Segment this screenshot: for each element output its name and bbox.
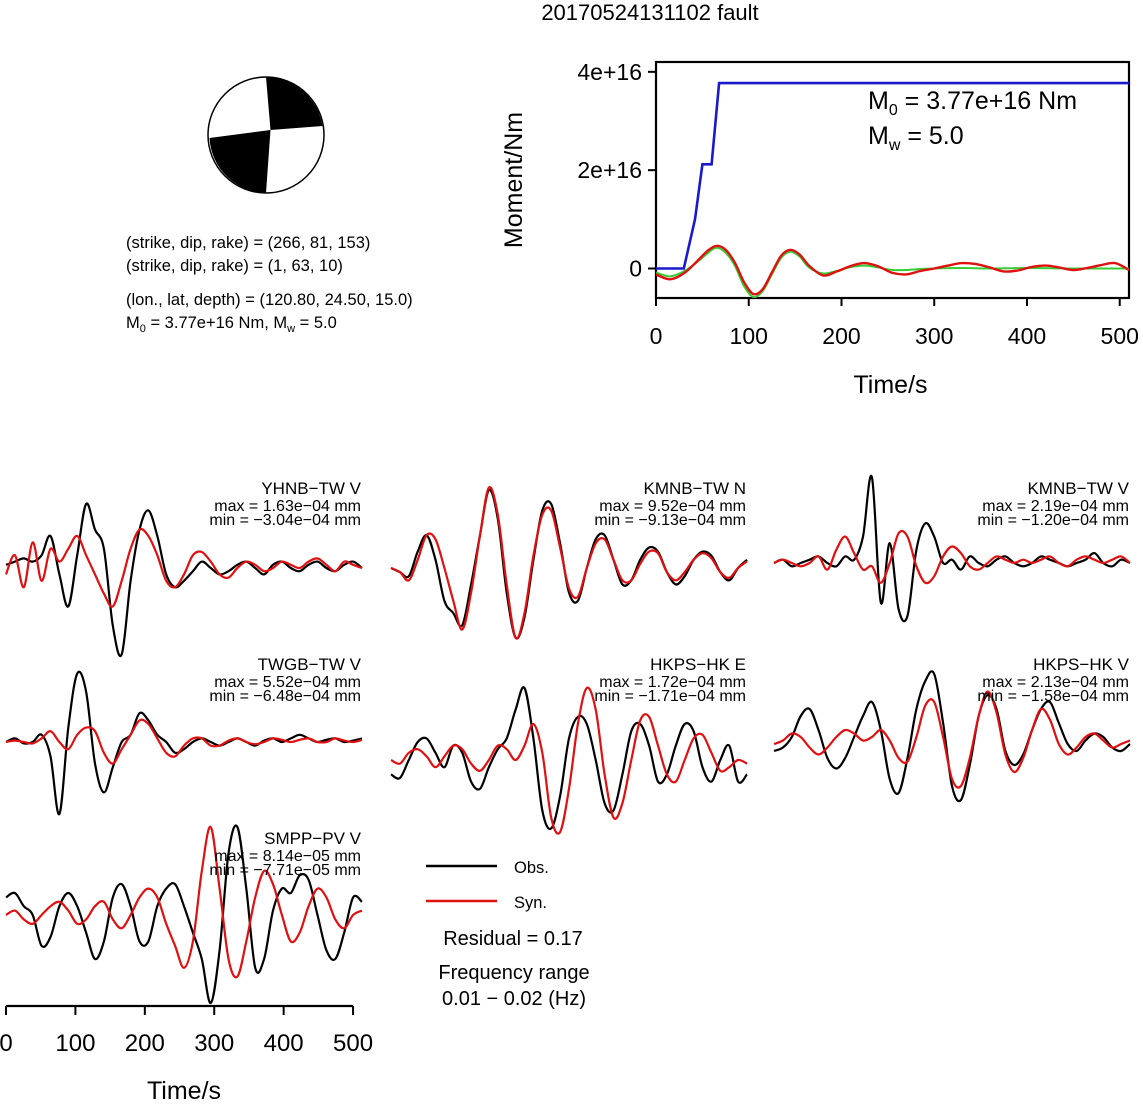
synthetic-waveform: [390, 686, 748, 835]
observed-waveform: [390, 686, 748, 831]
synthetic-waveform: [5, 718, 363, 765]
m0-symbol: M: [126, 314, 140, 332]
waveform-x-tick-label: 0: [0, 1030, 13, 1057]
frequency-range-value: 0.01 − 0.02 (Hz): [442, 988, 586, 1010]
m0-subscript: 0: [140, 323, 146, 335]
waveform-x-tick-label: 500: [333, 1030, 373, 1057]
waveform-station-label: HKPS−HK V: [1033, 655, 1130, 674]
moment-x-tick-label: 500: [1101, 323, 1139, 349]
annotation-m0-subscript: 0: [889, 102, 898, 119]
waveform-time-axis: 0 100 200 300 400 500 Time/s: [0, 1004, 373, 1104]
waveform-max-label: max = 8.14e−05 mm: [214, 848, 361, 865]
moment-x-tick-label: 100: [730, 323, 768, 349]
moment-x-axis-label: Time/s: [853, 371, 927, 399]
beachball-focal-mechanism: [207, 76, 325, 194]
source-location: (lon., lat, depth) = (120.80, 24.50, 15.…: [126, 291, 413, 309]
synthetic-waveform: [4, 527, 363, 608]
waveform-x-tick-label: 300: [194, 1030, 234, 1057]
waveform-x-tick-label: 100: [55, 1030, 95, 1057]
moment-magnitude-line: M0 = 3.77e+16 Nm, Mw = 5.0: [126, 314, 337, 335]
waveform-x-tick-label: 200: [125, 1030, 165, 1057]
waveform-station-label: HKPS−HK E: [650, 655, 746, 674]
moment-annotation-mw: Mw = 5.0: [868, 122, 964, 154]
moment-y-axis-label: Moment/Nm: [500, 112, 528, 248]
observed-waveform: [390, 488, 748, 640]
figure-title: 20170524131102 fault: [541, 0, 758, 25]
waveform-station-label: YHNB−TW V: [261, 479, 361, 498]
waveform-min-label: min = −1.58e−04 mm: [977, 688, 1129, 705]
waveform-min-label: min = −1.20e−04 mm: [977, 512, 1129, 529]
nodal-plane-2: (strike, dip, rake) = (1, 63, 10): [126, 257, 343, 275]
moment-plot-frame: [654, 60, 1131, 300]
waveform-max-label: max = 5.52e−04 mm: [214, 674, 361, 691]
waveform-x-tick-label: 400: [264, 1030, 304, 1057]
moment-series-group: [656, 81, 1129, 298]
waveform-max-label: max = 9.52e−04 mm: [599, 498, 746, 515]
moment-x-tick-label: 400: [1008, 323, 1046, 349]
residual-text: Residual = 0.17: [443, 928, 583, 950]
nodal-plane-1: (strike, dip, rake) = (266, 81, 153): [126, 234, 370, 252]
observed-waveform: [5, 670, 363, 816]
waveform-station-label: KMNB−TW V: [1027, 479, 1129, 498]
moment-y-tick-label: 2e+16: [577, 157, 642, 183]
legend-syn-label: Syn.: [514, 894, 547, 912]
mechanism-info: (strike, dip, rake) = (266, 81, 153) (st…: [126, 234, 413, 335]
mw-value: = 5.0: [295, 314, 337, 332]
waveform-max-label: max = 2.19e−04 mm: [982, 498, 1129, 515]
moment-plot: 0 2e+16 4e+16 0 100 200 300 400 500 Time/s Moment/…: [500, 59, 1139, 399]
waveform-station-label: KMNB−TW N: [644, 479, 746, 498]
moment-x-tick-label: 300: [915, 323, 953, 349]
moment-y-tick-label: 0: [629, 256, 642, 282]
annotation-mw-subscript: w: [888, 137, 901, 154]
observed-waveform: [5, 824, 363, 1005]
waveform-max-label: max = 1.63e−04 mm: [214, 498, 361, 515]
waveform-min-label: min = −9.13e−04 mm: [594, 512, 746, 529]
cumulative-moment-line: [656, 81, 1129, 270]
legend-obs-label: Obs.: [514, 859, 549, 877]
moment-rate-red-line: [656, 244, 1129, 296]
waveform-min-label: min = −1.71e−04 mm: [594, 688, 746, 705]
moment-annotation-m0: M0 = 3.77e+16 Nm: [868, 87, 1077, 119]
annotation-mw-symbol: M: [868, 122, 889, 150]
beachball-quadrant-compressional-1: [266, 77, 323, 130]
annotation-mw-value: = 5.0: [900, 122, 963, 150]
synthetic-waveform: [390, 486, 748, 640]
waveform-station-label: TWGB−TW V: [258, 655, 362, 674]
observed-waveform: [773, 670, 1131, 803]
waveform-min-label: min = −7.71e−05 mm: [209, 862, 361, 879]
m0-value: = 3.77e+16 Nm, M: [146, 314, 287, 332]
frequency-range-title: Frequency range: [438, 962, 589, 984]
waveform-max-label: max = 2.13e−04 mm: [982, 674, 1129, 691]
annotation-m0-value: = 3.77e+16 Nm: [898, 87, 1077, 115]
legend: Obs. Syn. Residual = 0.17 Frequency rang…: [426, 859, 590, 1010]
synthetic-waveform: [773, 690, 1131, 789]
beachball-quadrant-compressional-2: [209, 130, 271, 193]
synthetic-waveform: [5, 825, 363, 979]
moment-y-tick-label: 4e+16: [577, 59, 642, 85]
moment-x-tick-label: 0: [650, 323, 663, 349]
moment-x-tick-label: 200: [822, 323, 860, 349]
synthetic-waveform: [773, 529, 1131, 585]
observed-waveform: [5, 502, 363, 658]
waveform-x-axis-label: Time/s: [147, 1077, 221, 1104]
waveform-min-label: min = −3.04e−04 mm: [209, 512, 361, 529]
mw-subscript: w: [286, 323, 295, 335]
waveform-station-label: SMPP−PV V: [264, 829, 362, 848]
annotation-m0-symbol: M: [868, 87, 889, 115]
waveform-min-label: min = −6.48e−04 mm: [209, 688, 361, 705]
waveform-max-label: max = 1.72e−04 mm: [599, 674, 746, 691]
